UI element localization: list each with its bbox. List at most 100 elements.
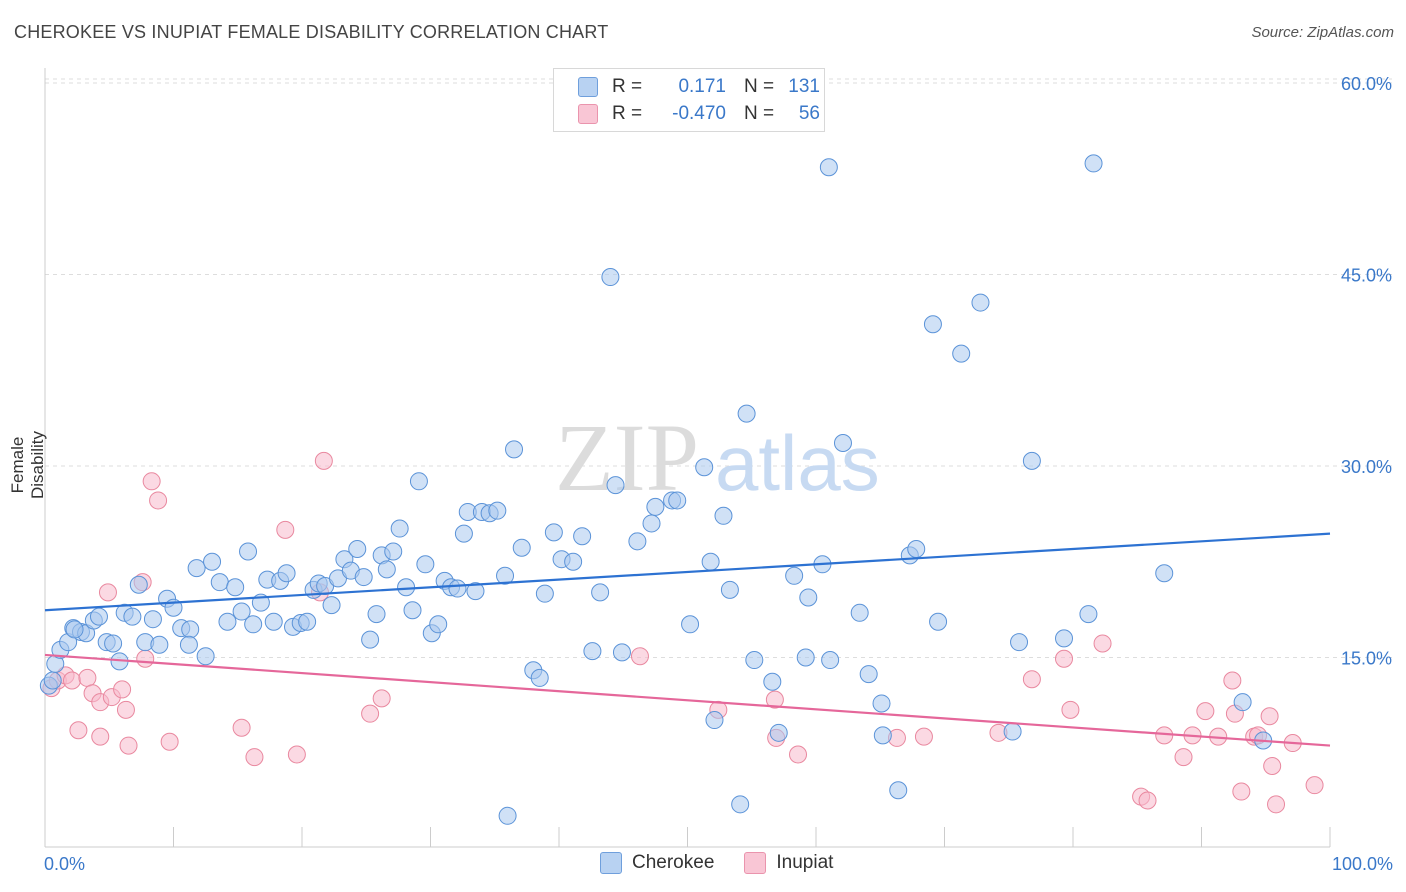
series-cherokee [39,154,1273,825]
cherokee-point [695,458,714,477]
cherokee-point [714,506,733,525]
cherokee-point [859,665,878,684]
cherokee-point [244,615,263,634]
axes [44,68,1331,848]
inupiat-point [98,583,117,602]
cherokee-point [226,578,245,597]
cherokee-point [454,524,473,543]
n-value: 131 [788,76,820,97]
inupiat-point [69,721,88,740]
cherokee-point [1010,633,1029,652]
cherokee-point [322,596,341,615]
cherokee-point [873,726,892,745]
inupiat-point [1267,795,1286,814]
cherokee-point [745,651,764,670]
cherokee-point [187,559,206,578]
cherokee-point [298,612,317,631]
cherokee-point [971,293,990,312]
legend-item-inupiat: Inupiat [744,852,833,874]
legend-item-cherokee: Cherokee [600,852,714,874]
cherokee-point [668,491,687,510]
cherokee-point [409,472,428,491]
cherokee-point [642,514,661,533]
cherokee-point [403,601,422,620]
cherokee-point [448,579,467,598]
inupiat-point [62,671,81,690]
y-tick-label: 45.0% [1341,265,1392,285]
cherokee-point [628,532,647,551]
cherokee-point [1079,605,1098,624]
cherokee-point [367,605,386,624]
r-value: 0.171 [678,76,726,97]
cherokee-point [1022,451,1041,470]
inupiat-point [1232,782,1251,801]
n-label: N = [744,76,775,97]
cherokee-point [850,603,869,622]
cherokee-point [769,723,788,742]
cherokee-point [907,539,926,558]
y-tick-label: 30.0% [1341,457,1392,477]
cherokee-point [1233,693,1252,712]
cherokee-point [796,648,815,667]
inupiat-swatch [578,104,598,124]
cherokee-point [872,694,891,713]
n-label: N = [744,103,775,124]
cherokee-point [821,651,840,670]
cherokee-point [203,552,222,571]
cherokee-point [535,584,554,603]
inupiat-point [149,491,168,510]
inupiat-point [1305,776,1324,795]
inupiat-point [1022,670,1041,689]
inupiat-point [160,732,179,751]
cherokee-point [264,612,283,631]
cherokee-trend-line [44,532,1331,612]
inupiat-point [372,689,391,708]
inupiat-point [1196,702,1215,721]
inupiat-point [765,690,784,709]
cherokee-point [612,643,631,662]
tick-labels: 15.0% 30.0% 45.0% 60.0% 0.0% 100.0% [44,74,1393,874]
stats-legend: R = 0.171 N = 131 R = -0.470 N = 56 [553,68,825,132]
chart-title: CHEROKEE VS INUPIAT FEMALE DISABILITY CO… [14,22,609,42]
cherokee-point [384,542,403,561]
cherokee-point [952,344,971,363]
cherokee-point [785,566,804,585]
inupiat-point [1260,707,1279,726]
cherokee-point [43,671,62,690]
inupiat-point [113,680,132,699]
cherokee-point [181,620,200,639]
cherokee-point [512,538,531,557]
y-tick-label: 15.0% [1341,648,1392,668]
cherokee-point [498,806,517,825]
cherokee-point [1055,629,1074,648]
cherokee-point [496,566,515,585]
cherokee-point [701,552,720,571]
source-label: Source: ZipAtlas.com [1251,24,1394,41]
inupiat-point [78,668,97,687]
inupiat-point [1093,634,1112,653]
cherokee-point [277,564,296,583]
cherokee-point [1084,154,1103,173]
cherokee-point [390,519,409,538]
cherokee-point [1155,564,1174,583]
cherokee-point [681,615,700,634]
inupiat-legend-swatch [744,852,767,874]
cherokee-point [923,315,942,334]
cherokee-point [129,575,148,594]
inupiat-point [245,748,264,767]
cherokee-point [196,647,215,666]
y-axis-label: Female Disability [8,430,47,500]
cherokee-point [763,672,782,691]
cherokee-point [104,634,123,653]
cherokee-point [799,588,818,607]
cherokee-point [488,501,507,520]
cherokee-point [889,781,908,800]
cherokee-point [705,711,724,730]
inupiat-point [1263,757,1282,776]
cherokee-point [239,542,258,561]
cherokee-point [601,268,620,287]
inupiat-point [361,704,380,723]
cherokee-legend-swatch [600,852,622,874]
r-label: R = [612,76,643,97]
inupiat-point [142,472,161,491]
